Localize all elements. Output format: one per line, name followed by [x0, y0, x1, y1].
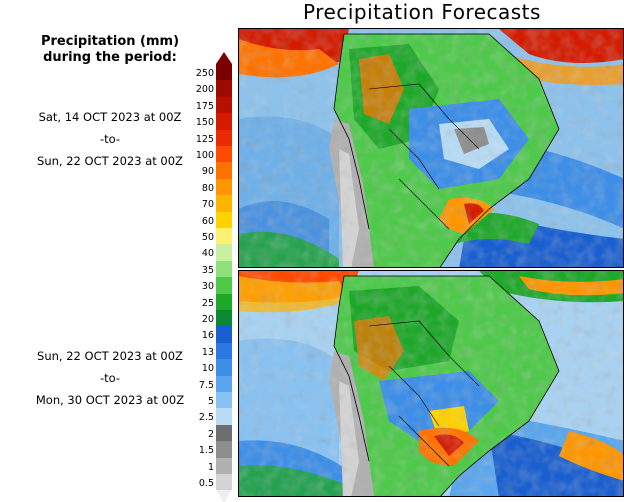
colorbar-step: 10 [190, 359, 240, 376]
period-1-label: Sat, 14 OCT 2023 at 00Z -to- Sun, 22 OCT… [20, 106, 200, 172]
colorbar-step: 70 [190, 195, 240, 212]
colorbar-tick-label: 70 [201, 199, 214, 211]
page-title: Precipitation Forecasts [303, 0, 541, 24]
colorbar-tick-label: 20 [201, 314, 214, 325]
legend-label: Precipitation (mm) during the period: [20, 34, 200, 66]
colorbar-swatch [216, 80, 232, 97]
colorbar-tick-label: 5 [207, 396, 214, 407]
colorbar-step: 35 [190, 260, 240, 278]
colorbar-step: 20 [190, 310, 240, 327]
colorbar-swatch [216, 162, 232, 179]
period-2-end: Mon, 30 OCT 2023 at 00Z [35, 393, 185, 407]
colorbar-step: 0.5 [190, 474, 240, 491]
period-2-separator: -to- [99, 371, 121, 385]
colorbar-step: 13 [190, 342, 240, 360]
colorbar-swatch [216, 64, 232, 81]
colorbar-tick-label: 1 [207, 461, 214, 473]
colorbar-step: 1.5 [190, 441, 240, 458]
colorbar-swatch [216, 260, 232, 278]
colorbar-tick-label: 175 [195, 100, 214, 112]
colorbar-swatch [216, 392, 232, 409]
colorbar-swatch [216, 310, 232, 327]
colorbar-swatch [216, 342, 232, 360]
colorbar-tick-label: 1.5 [198, 445, 214, 457]
period-1-start: Sat, 14 OCT 2023 at 00Z [38, 110, 182, 124]
colorbar-step: 150 [190, 113, 240, 130]
colorbar-swatch [216, 441, 232, 458]
period-1-end: Sun, 22 OCT 2023 at 00Z [37, 154, 183, 168]
colorbar-swatch [216, 293, 232, 310]
colorbar-tick-label: 16 [201, 330, 214, 342]
colorbar-step: 1 [190, 457, 240, 474]
colorbar-swatch [216, 424, 232, 442]
colorbar-tick-label: 10 [201, 363, 214, 375]
colorbar-step: 7.5 [190, 375, 240, 392]
colorbar-tick-label: 35 [201, 264, 214, 276]
colorbar-swatch [216, 375, 232, 392]
colorbar-swatch [216, 211, 232, 228]
colorbar-step: 16 [190, 326, 240, 343]
colorbar-step: 2 [190, 424, 240, 442]
colorbar-swatch [216, 244, 232, 261]
period-2-label: Sun, 22 OCT 2023 at 00Z -to- Mon, 30 OCT… [20, 345, 200, 411]
colorbar-tick-label: 60 [201, 215, 214, 227]
colorbar-tick-label: 125 [195, 133, 214, 145]
colorbar-swatch [216, 178, 232, 196]
colorbar-tick-label: 50 [201, 232, 214, 243]
colorbar-swatch [216, 359, 232, 376]
colorbar-swatch [216, 146, 232, 163]
colorbar-legend: 250 200 175 150 125 100 90 80 70 60 50 40 35 30 25 20 16… [190, 52, 240, 502]
colorbar-swatch [216, 195, 232, 212]
colorbar-tick-label: 80 [201, 182, 214, 194]
colorbar-step: 5 [190, 392, 240, 409]
colorbar-tick-label: 150 [195, 117, 214, 129]
colorbar-step: 50 [190, 228, 240, 245]
colorbar-swatch [216, 474, 232, 491]
colorbar-step: 2.5 [190, 408, 240, 425]
colorbar-tick-label: 250 [195, 68, 214, 79]
colorbar-swatch [216, 326, 232, 343]
colorbar-tick-label: 30 [201, 281, 214, 293]
colorbar-swatch [216, 113, 232, 130]
colorbar-tick-label: 7.5 [198, 379, 214, 391]
colorbar-tick-label: 0.5 [198, 478, 214, 489]
colorbar-tick-label: 25 [201, 297, 214, 309]
colorbar-step: 175 [190, 96, 240, 114]
colorbar-swatch [216, 96, 232, 114]
colorbar-tick-label: 100 [195, 150, 214, 161]
colorbar-step: 40 [190, 244, 240, 261]
colorbar-swatch [216, 277, 232, 294]
precipitation-map-1 [239, 29, 623, 267]
map-panel-period-2 [238, 270, 624, 497]
colorbar-swatch [216, 408, 232, 425]
colorbar-step: 30 [190, 277, 240, 294]
colorbar-tick-label: 2 [207, 428, 214, 440]
colorbar-step: 60 [190, 211, 240, 228]
period-1-separator: -to- [99, 132, 121, 146]
colorbar-step: 100 [190, 146, 240, 163]
precipitation-map-2 [239, 271, 623, 496]
colorbar-tick-label: 200 [195, 84, 214, 96]
colorbar-step: 25 [190, 293, 240, 310]
map-panel-period-1 [238, 28, 624, 268]
colorbar-step: 125 [190, 129, 240, 146]
legend-label-text: Precipitation (mm) during the period: [40, 34, 180, 65]
colorbar-tick-label: 13 [201, 346, 214, 358]
colorbar-tick-label: 2.5 [198, 412, 214, 424]
colorbar-swatch [216, 457, 232, 474]
colorbar-swatch [216, 129, 232, 146]
colorbar-tick-label: 40 [201, 248, 214, 260]
colorbar-step: 250 [190, 64, 240, 81]
colorbar-step: 200 [190, 80, 240, 97]
colorbar-step: 80 [190, 178, 240, 196]
colorbar-swatch [216, 228, 232, 245]
colorbar-top-arrow [216, 52, 232, 64]
colorbar-step: 90 [190, 162, 240, 179]
period-2-start: Sun, 22 OCT 2023 at 00Z [37, 349, 183, 363]
colorbar-tick-label: 90 [201, 166, 214, 178]
colorbar-bottom-arrow [216, 490, 232, 502]
